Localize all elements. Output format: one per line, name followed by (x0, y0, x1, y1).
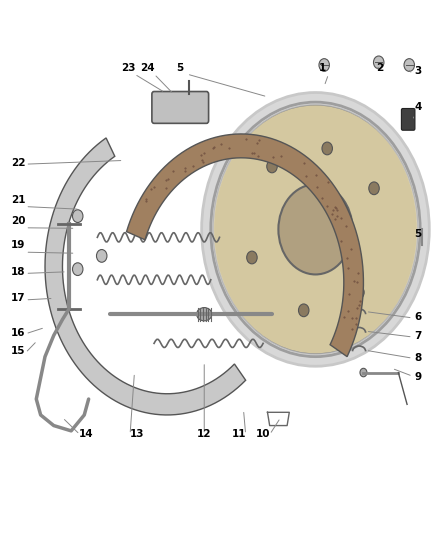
Circle shape (266, 160, 277, 173)
Circle shape (278, 184, 352, 274)
Text: 22: 22 (11, 158, 25, 168)
Polygon shape (45, 138, 245, 415)
Text: 24: 24 (140, 63, 155, 72)
Circle shape (403, 59, 413, 71)
Ellipse shape (196, 308, 212, 321)
Text: 5: 5 (175, 63, 183, 72)
Circle shape (321, 142, 332, 155)
Circle shape (368, 182, 378, 195)
Circle shape (72, 210, 83, 222)
Text: 8: 8 (413, 353, 420, 362)
Text: 19: 19 (11, 240, 25, 251)
Text: 1: 1 (318, 63, 325, 72)
Text: 23: 23 (120, 63, 135, 72)
Text: 14: 14 (79, 429, 94, 439)
Circle shape (298, 304, 308, 317)
Circle shape (353, 286, 364, 298)
Polygon shape (126, 134, 363, 357)
Text: 3: 3 (413, 67, 420, 76)
Circle shape (373, 56, 383, 69)
Text: 15: 15 (11, 346, 25, 357)
Text: 9: 9 (413, 372, 420, 382)
Text: 16: 16 (11, 328, 25, 338)
Text: 12: 12 (197, 429, 211, 439)
Text: 13: 13 (129, 429, 144, 439)
FancyBboxPatch shape (400, 109, 414, 130)
Circle shape (72, 263, 83, 276)
Circle shape (212, 105, 417, 354)
Text: 11: 11 (231, 429, 246, 439)
Circle shape (359, 368, 366, 377)
Text: 6: 6 (413, 312, 420, 322)
Circle shape (318, 59, 328, 71)
Circle shape (96, 249, 107, 262)
Text: 4: 4 (413, 102, 421, 112)
Text: 18: 18 (11, 267, 25, 277)
Text: 17: 17 (11, 293, 25, 303)
Text: 20: 20 (11, 216, 25, 227)
Text: 2: 2 (375, 63, 383, 72)
Text: 10: 10 (255, 429, 270, 439)
Circle shape (246, 251, 257, 264)
Text: 5: 5 (413, 229, 420, 239)
Text: 7: 7 (413, 332, 421, 342)
Text: 21: 21 (11, 195, 25, 205)
FancyBboxPatch shape (152, 92, 208, 123)
